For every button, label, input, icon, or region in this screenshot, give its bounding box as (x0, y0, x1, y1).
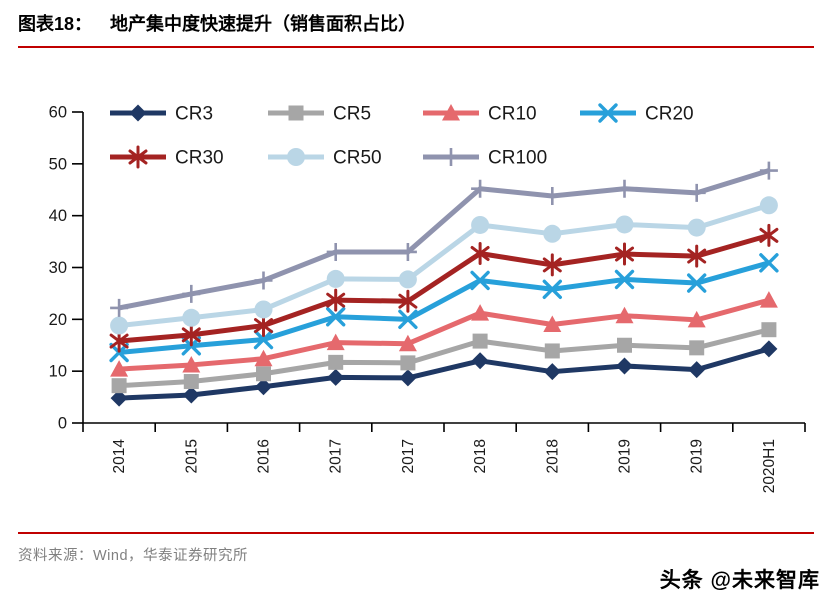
figure-number: 图表18： (18, 14, 93, 34)
legend-item-CR3: CR3 (110, 104, 213, 125)
legend-item-CR30: CR30 (110, 145, 224, 169)
series-CR5 (111, 322, 777, 394)
series-CR50 (110, 196, 778, 335)
legend-label: CR50 (333, 148, 382, 169)
legend-item-CR50: CR50 (268, 148, 382, 169)
data-source-note: 资料来源：Wind，华泰证券研究所 (18, 548, 249, 564)
x-tick-label: 2014 (111, 439, 128, 474)
x-tick-label: 2015 (183, 439, 200, 473)
legend-label: CR10 (488, 104, 537, 125)
chart-title: 地产集中度快速提升（销售面积占比） (110, 14, 417, 34)
series-CR3 (110, 340, 778, 407)
legend-item-CR5: CR5 (268, 104, 371, 125)
x-tick-label: 2018 (544, 439, 561, 473)
x-tick-label: 2018 (472, 439, 489, 473)
y-tick-label: 10 (49, 363, 67, 381)
legend-item-CR20: CR20 (580, 103, 694, 125)
legend: CR3 CR5 CR10 CR20 CR30 CR50 CR100 (110, 103, 694, 169)
chart-header: 图表18： 地产集中度快速提升（销售面积占比） (18, 10, 416, 36)
x-tick-label: 2016 (256, 439, 273, 473)
y-axis-ticks: 0 10 20 30 40 50 60 (49, 104, 83, 433)
y-tick-label: 0 (58, 415, 67, 433)
legend-label: CR3 (175, 104, 213, 125)
legend-item-CR100: CR100 (423, 148, 547, 169)
legend-item-CR10: CR10 (423, 104, 537, 125)
x-tick-label: 2020H1 (761, 439, 778, 493)
y-tick-label: 60 (49, 104, 67, 122)
series-CR100 (110, 161, 778, 317)
legend-label: CR100 (488, 148, 547, 169)
x-tick-label: 2019 (689, 439, 706, 473)
title-divider (18, 46, 814, 48)
legend-label: CR20 (645, 104, 694, 125)
y-tick-label: 20 (49, 311, 67, 329)
y-tick-label: 30 (49, 259, 67, 277)
series-CR10 (110, 291, 778, 377)
x-axis-labels: 2014 2015 2016 2017 2017 2018 2018 2019 2019 2020… (111, 439, 778, 494)
y-tick-label: 50 (49, 155, 67, 173)
toutiao-watermark: 头条 @未来智库 (659, 569, 820, 592)
x-tick-label: 2017 (328, 439, 345, 473)
footer-divider (18, 532, 814, 534)
x-axis-ticks (82, 423, 806, 432)
legend-label: CR30 (175, 148, 224, 169)
x-tick-label: 2019 (617, 439, 634, 473)
y-tick-label: 40 (49, 207, 67, 225)
legend-label: CR5 (333, 104, 371, 125)
x-tick-label: 2017 (400, 439, 417, 473)
